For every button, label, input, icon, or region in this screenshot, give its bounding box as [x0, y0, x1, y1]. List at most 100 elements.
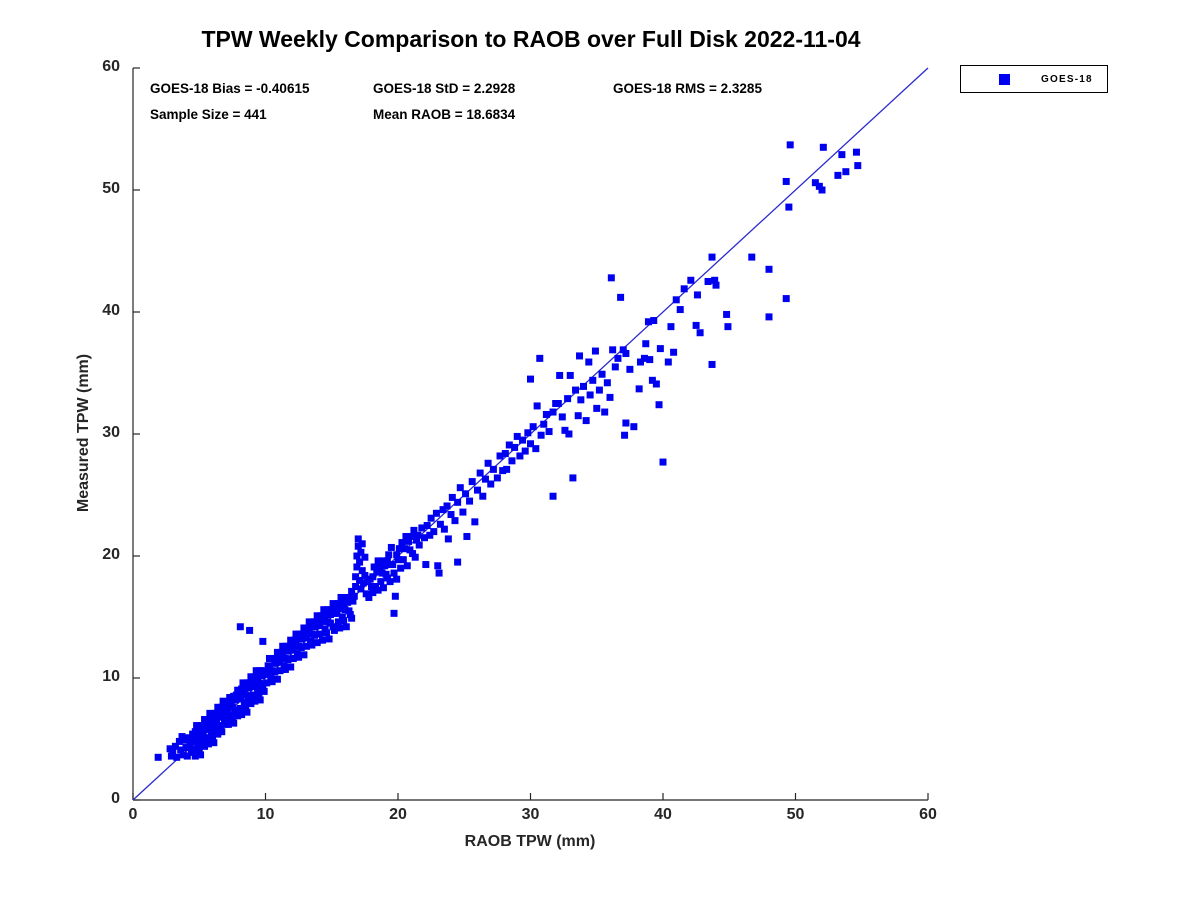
data-point — [166, 745, 174, 753]
data-point — [630, 423, 638, 431]
data-point — [240, 685, 248, 693]
data-point — [513, 432, 521, 440]
data-point — [529, 423, 537, 431]
data-point — [496, 452, 504, 460]
data-point — [642, 340, 650, 348]
data-point — [471, 518, 479, 526]
data-point — [362, 590, 370, 598]
data-point — [354, 542, 362, 550]
data-point — [435, 569, 443, 577]
data-point — [328, 606, 336, 614]
data-point — [227, 697, 235, 705]
data-point — [607, 274, 615, 282]
data-point — [422, 561, 430, 569]
data-point — [430, 528, 438, 536]
data-point — [361, 572, 369, 580]
data-point — [211, 723, 219, 731]
data-point — [258, 680, 266, 688]
data-point — [228, 715, 236, 723]
data-point — [191, 752, 199, 760]
data-point — [289, 646, 297, 654]
data-point — [406, 546, 414, 554]
data-point — [711, 276, 719, 284]
data-point — [644, 318, 652, 326]
data-point — [383, 574, 391, 582]
data-point — [251, 697, 259, 705]
data-point — [516, 452, 524, 460]
data-point — [448, 493, 456, 501]
data-point — [782, 177, 790, 185]
data-point — [194, 728, 202, 736]
data-point — [373, 568, 381, 576]
data-point — [330, 626, 338, 634]
x-tick-label: 10 — [256, 806, 275, 823]
data-point — [317, 612, 325, 620]
data-point — [287, 636, 295, 644]
data-point — [549, 408, 557, 416]
data-point — [391, 592, 399, 600]
data-point — [321, 612, 329, 620]
data-point — [305, 618, 313, 626]
stat-std: GOES-18 StD = 2.2928 — [373, 81, 516, 96]
data-point — [250, 691, 258, 699]
data-point — [194, 740, 202, 748]
data-point — [235, 690, 243, 698]
data-point — [811, 179, 819, 187]
data-point — [329, 623, 337, 631]
data-point — [462, 490, 470, 498]
data-point — [360, 579, 368, 587]
data-point — [782, 295, 790, 303]
x-tick-label: 40 — [654, 806, 672, 823]
data-point — [276, 658, 284, 666]
x-tick-label: 30 — [521, 806, 540, 823]
data-point — [223, 717, 231, 725]
data-point — [650, 317, 658, 325]
data-point — [704, 278, 712, 285]
data-point — [593, 404, 601, 412]
data-point — [183, 752, 191, 760]
data-point — [242, 702, 250, 710]
data-point — [499, 467, 507, 475]
data-point — [664, 358, 672, 366]
data-point — [589, 376, 597, 384]
data-point — [272, 654, 280, 662]
data-point — [423, 522, 431, 529]
data-point — [250, 683, 258, 691]
data-point — [295, 653, 303, 661]
data-point — [595, 386, 603, 394]
data-point — [501, 450, 509, 458]
x-tick-label: 60 — [919, 806, 937, 823]
data-point — [606, 393, 614, 401]
data-point — [580, 382, 587, 390]
data-point — [601, 408, 609, 416]
data-point — [234, 686, 242, 694]
x-tick-label: 20 — [389, 806, 407, 823]
data-point — [786, 141, 794, 149]
data-point — [536, 354, 544, 362]
data-point — [214, 703, 222, 711]
data-point — [765, 313, 773, 321]
data-point — [332, 604, 340, 612]
data-point — [277, 648, 285, 656]
data-point — [220, 703, 228, 711]
data-point — [193, 722, 201, 730]
data-point — [198, 735, 206, 743]
data-point — [591, 347, 599, 355]
data-point — [622, 349, 630, 357]
data-point — [635, 385, 643, 393]
data-point — [248, 679, 256, 687]
data-point — [197, 751, 205, 759]
data-point — [527, 440, 534, 448]
data-point — [659, 458, 667, 466]
data-point — [655, 401, 663, 409]
data-point — [214, 730, 222, 738]
data-point — [723, 310, 731, 318]
data-point — [215, 709, 223, 717]
data-point — [300, 651, 308, 659]
data-point — [206, 709, 214, 717]
data-point — [614, 354, 622, 362]
data-point — [409, 550, 417, 558]
data-point — [191, 736, 199, 744]
data-point — [308, 641, 316, 649]
